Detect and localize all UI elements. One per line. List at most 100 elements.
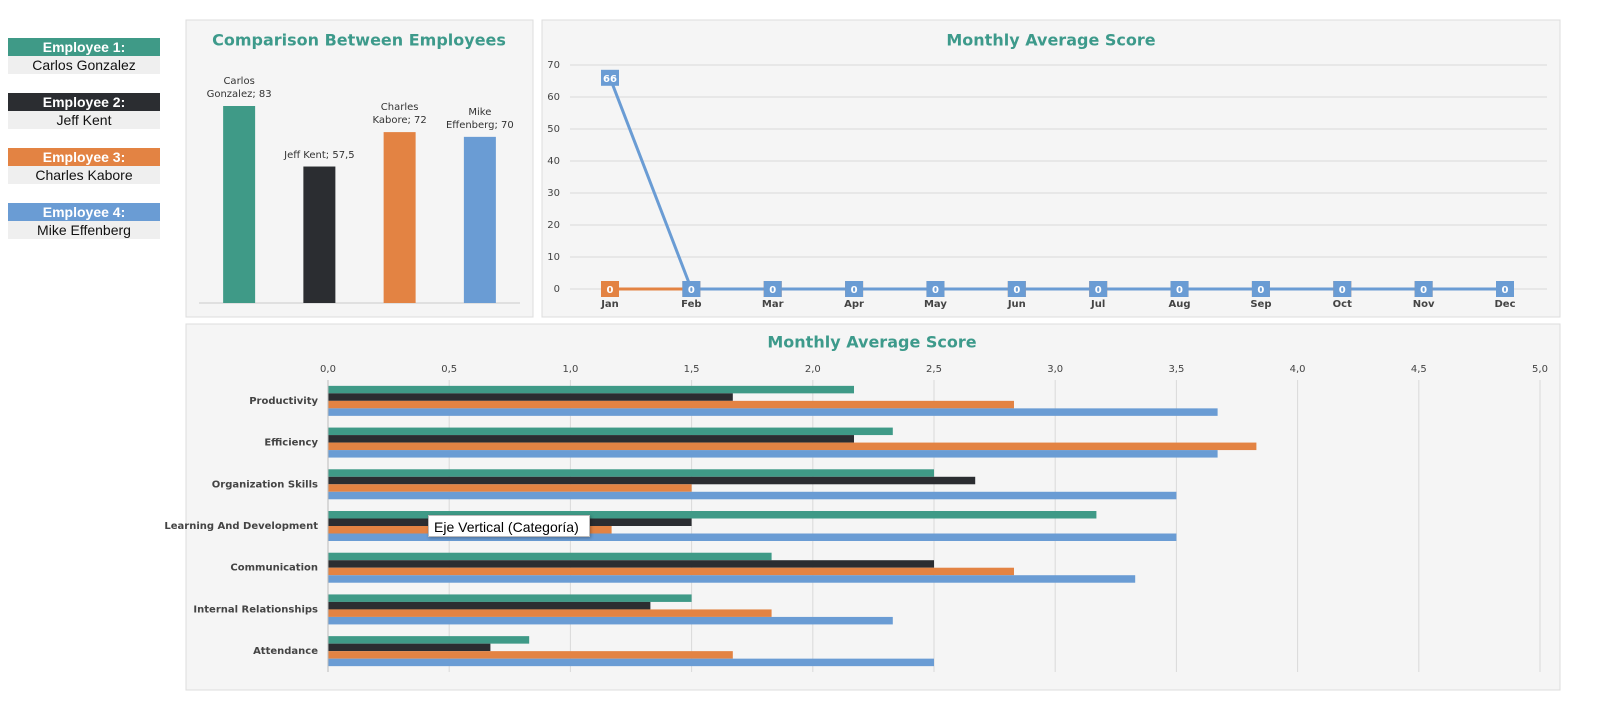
bar (328, 484, 692, 492)
y-tick-label: 50 (547, 124, 560, 135)
employee-name: Mike Effenberg (8, 221, 160, 239)
y-tick-label: Productivity (249, 396, 318, 407)
chart-title: Monthly Average Score (946, 31, 1155, 50)
bar (328, 575, 1136, 583)
x-tick-label: May (924, 299, 947, 310)
label-box (1089, 281, 1108, 297)
y-tick-label: Attendance (253, 646, 318, 657)
x-tick-label: Aug (1169, 299, 1191, 310)
x-tick-label: 1,5 (684, 364, 700, 375)
label-box (1007, 281, 1026, 297)
y-tick-label: Learning And Development (164, 521, 318, 532)
data-label: 0 (1095, 285, 1102, 296)
panel (185, 323, 1561, 691)
bar (223, 106, 256, 303)
label-box (1333, 281, 1352, 297)
data-label: 0 (769, 285, 776, 296)
label-box (682, 281, 701, 297)
bar (328, 609, 772, 617)
employee-name: Charles Kabore (8, 166, 160, 184)
x-tick-label: 1,0 (562, 364, 578, 375)
y-tick-label: 30 (547, 188, 560, 199)
bar (328, 658, 934, 667)
data-label: 0 (688, 285, 695, 296)
x-tick-label: Nov (1413, 299, 1435, 310)
x-tick-label: 5,0 (1532, 364, 1548, 375)
x-tick-label: 0,0 (320, 364, 336, 375)
y-tick-label: Efficiency (264, 438, 318, 449)
x-tick-label: Feb (681, 299, 701, 310)
x-tick-label: Mar (762, 299, 784, 310)
employee-label: Employee 2: (8, 93, 160, 111)
panel (541, 19, 1561, 318)
y-tick-label: 0 (554, 284, 560, 295)
bar (328, 385, 855, 394)
bar (303, 166, 336, 303)
y-tick-label: 70 (547, 60, 560, 71)
employee-label: Employee 3: (8, 148, 160, 166)
tooltip: Eje Vertical (Categoría) (428, 515, 590, 537)
y-tick-label: Communication (230, 563, 318, 574)
y-tick-label: 20 (547, 220, 560, 231)
label-box (1496, 281, 1514, 297)
employee-name: Jeff Kent (8, 111, 160, 129)
bar (328, 636, 530, 644)
bar (383, 132, 416, 303)
data-label: 0 (1257, 285, 1264, 296)
y-tick-label: 60 (547, 92, 560, 103)
bar (328, 533, 1177, 541)
y-tick-label: 40 (547, 156, 560, 167)
data-label: 0 (1420, 285, 1427, 296)
x-tick-label: 4,0 (1290, 364, 1306, 375)
bar (328, 601, 651, 610)
x-tick-label: Sep (1250, 299, 1271, 310)
bar (328, 552, 772, 561)
bar (328, 616, 893, 625)
data-label: 0 (1339, 285, 1346, 296)
x-tick-label: 2,0 (805, 364, 821, 375)
x-tick-label: Jul (1090, 299, 1105, 310)
x-tick-label: 3,5 (1168, 364, 1184, 375)
bar (328, 427, 893, 436)
label-box (601, 281, 619, 297)
bar (328, 450, 1218, 458)
x-tick-label: 2,5 (926, 364, 942, 375)
label-box (926, 281, 945, 297)
label-box (1170, 281, 1189, 297)
label-box (601, 69, 619, 86)
data-label: 0 (851, 285, 858, 296)
data-label: Charles Kabore; 72 (372, 102, 427, 127)
bar (328, 469, 934, 477)
bar (328, 393, 733, 401)
bar (328, 594, 692, 602)
bar (328, 435, 855, 443)
x-tick-label: Jun (1007, 299, 1026, 310)
label-box (845, 281, 864, 297)
label-box (1414, 281, 1433, 297)
employee-name: Carlos Gonzalez (8, 56, 160, 74)
bar (328, 567, 1014, 576)
y-tick-label: Organization Skills (212, 479, 318, 490)
bar (328, 511, 1097, 519)
data-label: 0 (607, 285, 614, 296)
x-tick-label: Jan (600, 299, 619, 310)
y-tick-label: 10 (547, 252, 560, 263)
employee-card: Employee 1: Carlos Gonzalez (8, 38, 160, 74)
data-label: 0 (1013, 285, 1020, 296)
data-label: Carlos Gonzalez; 83 (206, 76, 272, 100)
bar (328, 408, 1218, 416)
chart-title: Comparison Between Employees (212, 31, 506, 50)
bar (328, 400, 1014, 409)
data-label: 0 (1176, 285, 1183, 296)
y-tick-label: Internal Relationships (193, 604, 318, 615)
employee-card: Employee 3: Charles Kabore (8, 148, 160, 184)
x-tick-label: Dec (1494, 299, 1515, 310)
bar (328, 651, 733, 659)
x-tick-label: Oct (1333, 299, 1352, 310)
bar (328, 643, 491, 652)
bar (328, 491, 1177, 500)
line (608, 77, 1505, 291)
bar (328, 560, 934, 568)
